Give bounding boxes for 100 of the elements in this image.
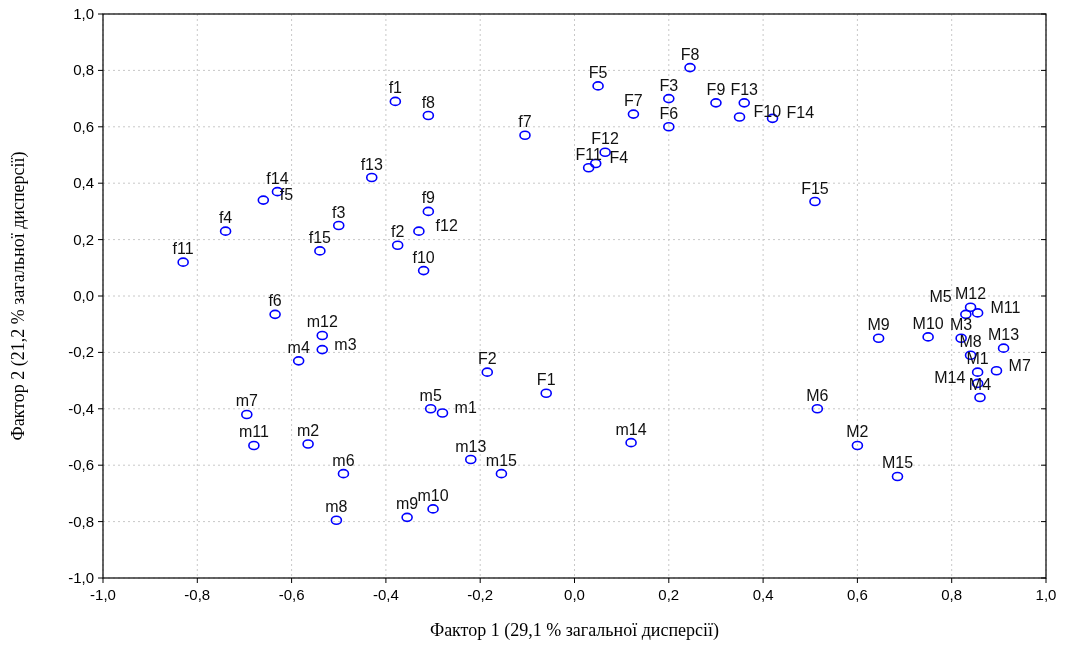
point [330,515,343,525]
point [964,302,977,313]
point [241,409,253,420]
annotation: M13 [988,326,1020,344]
annotation: f14 [266,169,289,187]
annotation: M1 [966,350,989,368]
y-tick-label: 0,4 [73,174,94,192]
annotation: F1 [536,371,556,389]
annotation: F6 [659,104,679,122]
x-tick-label: -0,6 [278,586,305,603]
point [316,330,329,341]
x-tick-label: 0,0 [564,586,585,603]
y-tick-label: -0,4 [68,399,94,417]
annotation: M7 [1008,356,1031,374]
annotation: m2 [296,422,320,440]
point [481,367,494,377]
x-tick-label: 0,4 [752,586,774,603]
y-tick-label: -0,8 [68,512,94,530]
annotation: M11 [990,298,1021,316]
point [811,404,824,414]
annotation: F12 [591,130,620,148]
y-axis-title: Фактор 2 (21,2 % загальної дисперсії) [8,151,29,441]
y-tick-label: 0,6 [73,117,94,135]
y-tick-label: 0,2 [73,230,94,248]
point [464,454,477,465]
point [710,98,722,108]
y-tick-label: -1,0 [68,569,94,586]
x-tick-label: 0,2 [658,586,680,603]
point [974,392,986,403]
point [625,437,637,448]
annotation: f13 [360,155,383,173]
annotation: F10 [753,102,782,120]
x-tick-label: -1,0 [90,586,116,603]
point [997,343,1010,353]
annotation: F14 [786,104,815,122]
point [733,112,746,122]
annotation: F9 [706,80,726,98]
annotation: F11 [575,145,602,163]
point [337,468,350,479]
annotation: M14 [934,369,966,387]
annotation: m9 [396,495,419,513]
point [540,388,553,399]
x-tick-label: 0,6 [846,586,868,603]
point [738,98,751,108]
point [391,240,404,251]
annotation: f7 [518,113,532,131]
point [219,226,232,236]
x-tick-label: -0,2 [467,586,494,603]
annotation: F5 [588,63,608,81]
point [663,122,675,132]
y-tick-label: -0,2 [68,343,94,361]
point [248,440,260,451]
point [177,257,189,267]
annotation: M2 [846,423,869,441]
point [663,93,675,104]
point [971,308,984,318]
annotation: f9 [421,189,436,207]
annotation: F15 [801,179,829,197]
point [436,408,449,418]
point [922,332,934,342]
annotation: M5 [929,288,952,306]
annotation: F3 [659,76,679,94]
point [422,206,435,217]
annotation: f6 [268,292,282,310]
point [891,471,904,482]
annotation: m8 [325,498,348,516]
point [417,265,430,276]
point [592,81,604,91]
point [302,439,314,449]
annotation: m13 [455,437,487,455]
point [427,504,439,514]
point [269,309,281,320]
annotation: m1 [454,399,477,417]
point [316,344,329,355]
annotation: m12 [306,313,338,331]
annotation: m7 [235,392,259,410]
point [413,226,425,236]
annotation: F4 [609,149,629,167]
annotation: m10 [417,486,449,504]
annotation: m5 [419,386,442,404]
annotation: M6 [806,386,829,404]
y-tick-label: 0,8 [73,61,94,79]
annotation: m15 [485,451,518,469]
annotation: f1 [388,79,403,97]
point [851,440,864,451]
annotation: f3 [332,203,346,221]
y-tick-label: 1,0 [73,5,94,22]
annotation: f4 [218,209,233,227]
x-axis-title: Фактор 1 (29,1 % загальної дисперсії) [429,620,720,641]
annotation: m3 [334,335,357,353]
annotation: F2 [477,350,497,368]
point [809,196,821,207]
annotation: f12 [435,217,458,235]
point [332,220,345,231]
point [292,356,305,366]
point [684,62,696,73]
annotation: f8 [421,93,436,111]
point [365,172,378,183]
annotation: f15 [308,228,332,246]
point [314,246,326,256]
